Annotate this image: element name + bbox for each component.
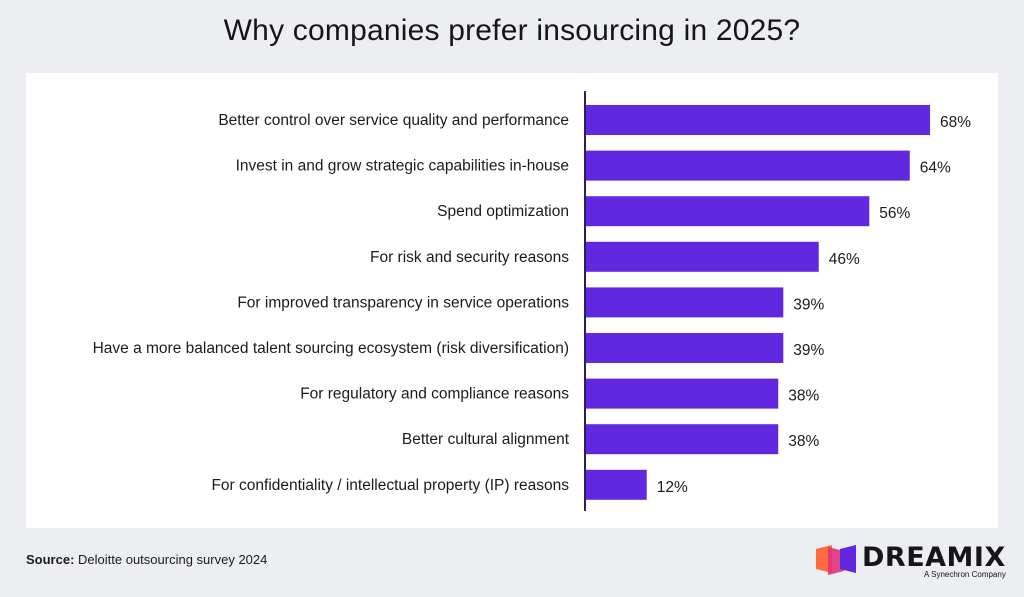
category-label: For confidentiality / intellectual prope… [211, 477, 569, 494]
category-label: For improved transparency in service ope… [237, 294, 569, 311]
bar [586, 469, 647, 500]
data-label: 64% [920, 160, 951, 177]
source-note: Source: Deloitte outsourcing survey 2024 [26, 552, 267, 567]
chart-title: Why companies prefer insourcing in 2025? [223, 14, 801, 47]
category-label: For risk and security reasons [370, 249, 569, 266]
dreamix-logo: DREAMIX A Synechron Company [814, 543, 1014, 583]
dreamix-logo-mark-icon [816, 545, 856, 575]
bar [586, 333, 784, 363]
bar [586, 196, 870, 227]
source-label: Source: [26, 552, 75, 567]
bar [586, 424, 779, 455]
chart-panel: Better control over service quality and … [26, 73, 998, 528]
data-label: 12% [657, 479, 688, 496]
bar [586, 378, 779, 409]
logo-tagline: A Synechron Company [924, 570, 1006, 579]
data-label: 38% [788, 388, 819, 405]
data-label: 39% [793, 342, 824, 359]
data-label: 46% [829, 251, 860, 268]
bar [586, 105, 930, 135]
category-label: For regulatory and compliance reasons [300, 386, 569, 403]
category-label: Spend optimization [437, 203, 569, 220]
bar [586, 287, 784, 318]
bar-chart: Better control over service quality and … [93, 91, 971, 511]
category-label: Have a more balanced talent sourcing eco… [93, 340, 569, 357]
category-label: Better cultural alignment [402, 431, 570, 448]
category-label: Better control over service quality and … [218, 112, 569, 129]
logo-wordmark: DREAMIX [862, 542, 1006, 573]
data-label: 39% [793, 296, 824, 313]
data-label: 56% [879, 205, 910, 222]
bar [586, 150, 910, 181]
category-label: Invest in and grow strategic capabilitie… [236, 158, 569, 175]
data-label: 38% [788, 433, 819, 450]
source-text: Deloitte outsourcing survey 2024 [78, 552, 268, 567]
data-label: 68% [940, 114, 971, 131]
bar [586, 241, 819, 272]
